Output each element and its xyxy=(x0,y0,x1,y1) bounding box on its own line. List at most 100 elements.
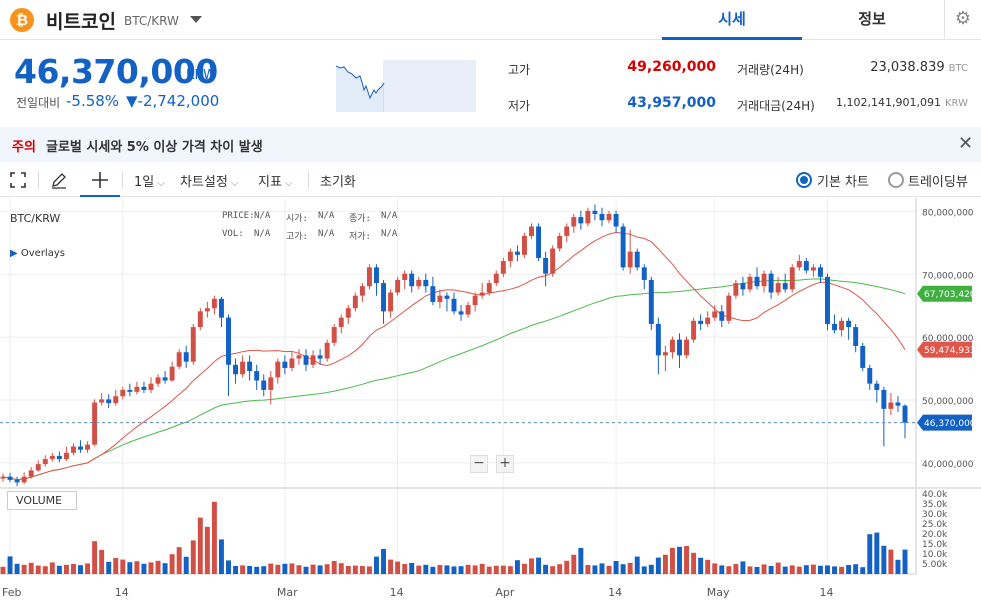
volume-bar xyxy=(317,565,323,574)
candle-body xyxy=(747,276,753,290)
volume-bar xyxy=(169,554,175,574)
candle-body xyxy=(211,298,217,309)
volume-24h-unit: BTC xyxy=(948,63,968,74)
volume-tick-label: 20.0k xyxy=(922,530,948,540)
volume-bar xyxy=(190,540,196,574)
tradingview-radio[interactable] xyxy=(888,172,904,188)
triangle-right-icon: ▶ xyxy=(10,248,21,259)
volume-bar xyxy=(860,567,866,574)
volume-bar xyxy=(874,532,880,574)
candle-body xyxy=(289,358,295,368)
candle-body xyxy=(740,283,746,290)
volume-bar xyxy=(395,561,401,574)
candle-body xyxy=(817,267,823,277)
candle-body xyxy=(409,273,415,287)
current-price-tag: 46,370,000 xyxy=(924,419,976,429)
close-icon[interactable]: ✕ xyxy=(958,133,974,154)
candle-body xyxy=(860,345,866,368)
volume-bar xyxy=(444,565,450,574)
volume-bar xyxy=(162,563,168,574)
change-amount: ▼-2,742,000 xyxy=(126,92,220,110)
tradingview-label[interactable]: 트레이딩뷰 xyxy=(908,175,968,190)
volume-bar xyxy=(0,566,6,574)
volume-panel-label: VOLUME xyxy=(7,491,77,510)
candle-body xyxy=(204,308,210,312)
volume-bar xyxy=(92,541,98,574)
fullscreen-icon[interactable] xyxy=(10,172,26,188)
volume-bar xyxy=(557,564,563,574)
reset-button[interactable]: 초기화 xyxy=(320,175,356,190)
volume-bar xyxy=(479,563,485,574)
interval-select[interactable]: 1일 ⌵ xyxy=(134,171,165,190)
price-chart[interactable]: 40,000,000 50,000,000 60,000,000 70,000,000… xyxy=(0,198,981,601)
volume-bar xyxy=(810,564,816,574)
volume-bar xyxy=(677,546,682,574)
tab-price[interactable]: 시세 xyxy=(662,0,802,40)
current-price: 46,370,000 xyxy=(14,52,218,91)
ohlc-low-value: N/A xyxy=(381,229,398,239)
candle-body xyxy=(803,261,809,271)
candle-body xyxy=(627,251,633,268)
volume-bar xyxy=(218,539,224,574)
volume-bar xyxy=(902,549,908,574)
coin-dropdown-icon[interactable] xyxy=(190,16,202,23)
candle-body xyxy=(282,361,288,368)
change-label: 전일대비 xyxy=(16,96,61,110)
volume-bar xyxy=(247,566,253,574)
volume-tick-label: 15.0k xyxy=(922,540,948,550)
candle-body xyxy=(846,320,852,328)
volume-bar xyxy=(7,556,13,574)
volume-bar xyxy=(352,565,358,574)
volume-bar xyxy=(691,552,697,574)
chart-settings-label: 차트설정 xyxy=(180,175,228,190)
candle-body xyxy=(366,267,372,287)
volume-bar xyxy=(895,559,901,574)
candle-body xyxy=(825,276,830,324)
coin-symbol: BTC/KRW xyxy=(124,14,179,28)
chart-settings-menu[interactable]: 차트설정 ⌵ xyxy=(180,171,238,190)
volume-bar xyxy=(176,547,182,574)
y-tick-label: 80,000,000 xyxy=(922,208,974,218)
candle-body xyxy=(768,273,774,293)
chart-area[interactable]: 40,000,000 50,000,000 60,000,000 70,000,000… xyxy=(0,198,981,601)
candle-body xyxy=(472,295,478,306)
candle-body xyxy=(733,283,739,296)
zoom-out-button[interactable]: − xyxy=(470,455,488,473)
high-value: 49,260,000 xyxy=(627,59,716,75)
candle-body xyxy=(430,286,436,302)
tab-info[interactable]: 정보 xyxy=(858,10,886,28)
candle-body xyxy=(479,292,485,296)
gear-icon[interactable]: ⚙ xyxy=(944,0,981,40)
candle-body xyxy=(691,320,697,340)
ma-long-tag-bg xyxy=(917,285,972,302)
ohlc-close-value: N/A xyxy=(381,211,398,221)
volume-bar xyxy=(338,563,344,574)
volume-bar xyxy=(381,549,386,574)
candle-body xyxy=(557,235,563,249)
candle-body xyxy=(493,273,499,284)
volume-bar xyxy=(867,534,873,574)
candle-body xyxy=(423,279,429,287)
basic-chart-radio[interactable] xyxy=(796,172,812,188)
zoom-in-button[interactable]: + xyxy=(496,455,514,473)
volume-bar xyxy=(825,565,830,574)
volume-bar xyxy=(14,563,20,574)
overlays-toggle[interactable]: ▶ Overlays xyxy=(10,248,65,259)
volume-bar xyxy=(49,562,55,574)
volume-bar xyxy=(71,564,76,574)
interval-label: 1일 xyxy=(134,175,155,190)
candle-body xyxy=(85,444,91,450)
basic-chart-label[interactable]: 기본 차트 xyxy=(817,175,869,190)
candle-body xyxy=(853,327,859,346)
candle-body xyxy=(331,327,337,343)
volume-bar xyxy=(599,563,605,574)
volume-bar xyxy=(240,565,246,574)
ma-short-tag: 59,474,933 xyxy=(924,346,976,356)
indicators-menu[interactable]: 지표 ⌵ xyxy=(258,171,293,190)
candle-body xyxy=(514,251,520,255)
candle-body xyxy=(634,251,640,268)
volume-tick-label: 5.00k xyxy=(922,560,948,570)
crosshair-icon[interactable] xyxy=(80,163,120,197)
pencil-icon[interactable] xyxy=(50,171,68,189)
volume-bar xyxy=(662,554,668,574)
